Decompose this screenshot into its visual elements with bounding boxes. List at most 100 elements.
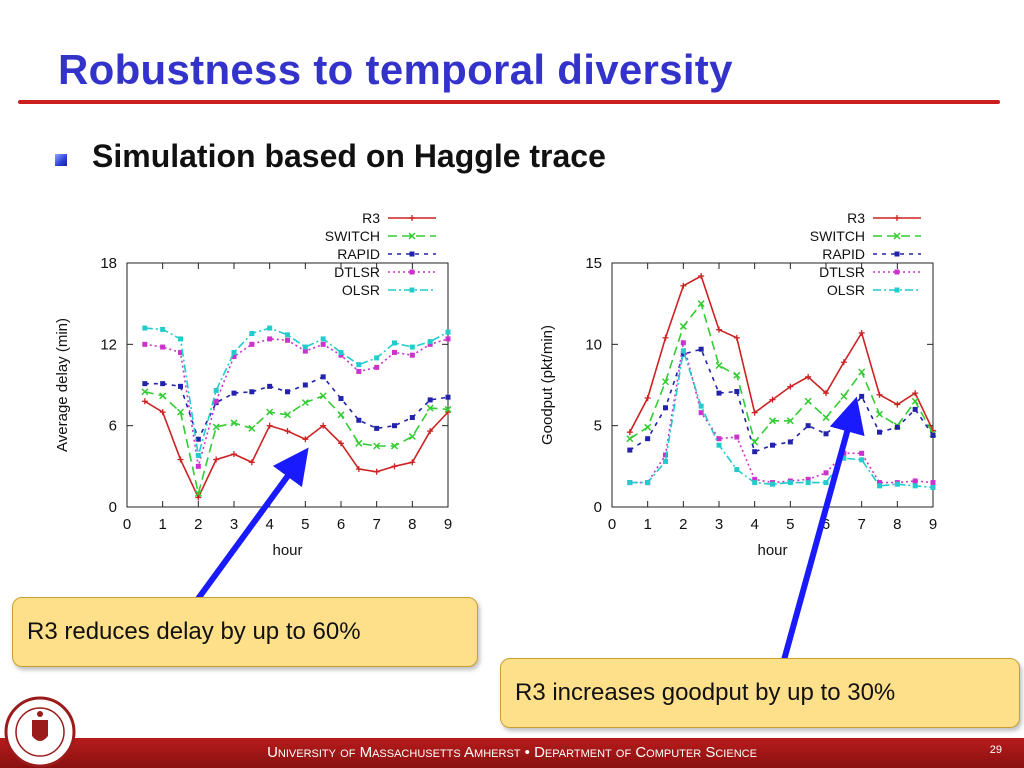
goodput-x-tick-label: 5 xyxy=(786,516,794,533)
goodput-x-tick-label: 0 xyxy=(608,516,616,533)
delay-point-switch xyxy=(337,411,345,419)
footer-bar xyxy=(0,738,1024,768)
goodput-x-axis-label: hour xyxy=(757,542,787,559)
goodput-x-tick-label: 7 xyxy=(857,516,865,533)
delay-legend-label: DTLSR xyxy=(334,264,380,280)
delay-point-r3 xyxy=(231,451,237,458)
goodput-point-r3 xyxy=(787,383,794,390)
goodput-point-r3 xyxy=(894,401,901,408)
delay-point-rapid xyxy=(320,374,326,380)
delay-legend-label: R3 xyxy=(362,210,380,226)
delay-point-dtlsr xyxy=(445,336,451,342)
delay-point-r3 xyxy=(302,436,309,443)
delay-x-tick-label: 8 xyxy=(408,516,416,533)
goodput-x-tick-label: 1 xyxy=(643,516,651,533)
delay-point-rapid xyxy=(160,381,166,387)
goodput-point-dtlsr xyxy=(716,436,722,442)
goodput-point-olsr xyxy=(716,442,722,448)
delay-x-tick-label: 0 xyxy=(123,516,131,533)
delay-point-switch xyxy=(230,419,238,427)
delay-point-switch xyxy=(141,388,149,396)
goodput-chart: 0 1 2 3 4 5 6 7 8 9 0 5 10 15 hour Goodput (pkt/min) R3 S… xyxy=(525,205,955,575)
delay-point-rapid xyxy=(409,415,415,421)
goodput-point-rapid xyxy=(770,442,775,448)
delay-legend-marker xyxy=(409,269,415,275)
delay-point-dtlsr xyxy=(178,349,183,355)
goodput-point-rapid xyxy=(698,346,704,352)
goodput-point-dtlsr xyxy=(912,478,918,484)
delay-x-tick-label: 9 xyxy=(444,516,452,533)
delay-point-olsr xyxy=(445,329,451,335)
goodput-point-dtlsr xyxy=(841,450,847,456)
delay-point-rapid xyxy=(356,417,362,423)
delay-point-r3 xyxy=(373,468,380,475)
delay-point-dtlsr xyxy=(409,352,415,358)
delay-point-olsr xyxy=(285,332,290,338)
delay-point-olsr xyxy=(267,325,273,331)
delay-point-dtlsr xyxy=(302,348,308,354)
delay-series-line-dtlsr xyxy=(144,338,449,467)
delay-legend-label: SWITCH xyxy=(325,228,380,244)
delay-point-rapid xyxy=(285,389,290,395)
delay-point-r3 xyxy=(248,459,255,466)
goodput-point-rapid xyxy=(627,447,633,453)
goodput-x-tick-label: 6 xyxy=(822,516,830,533)
delay-chart: 0 1 2 3 4 5 6 7 8 9 0 6 12 18 hour Average delay (min) R… xyxy=(40,205,470,575)
goodput-point-r3 xyxy=(912,390,919,397)
goodput-point-dtlsr xyxy=(663,452,668,458)
goodput-point-olsr xyxy=(752,480,758,486)
goodput-point-olsr xyxy=(787,480,793,486)
delay-point-olsr xyxy=(409,344,415,350)
delay-point-olsr xyxy=(302,344,308,350)
goodput-point-r3 xyxy=(805,373,812,380)
delay-x-tick-label: 4 xyxy=(265,516,273,533)
goodput-point-olsr xyxy=(930,484,936,490)
goodput-point-olsr xyxy=(680,348,686,354)
goodput-legend-marker xyxy=(894,287,900,293)
callout-goodput-increase: R3 increases goodput by up to 30% xyxy=(500,658,1020,728)
delay-point-rapid xyxy=(374,425,380,431)
delay-point-olsr xyxy=(356,362,362,368)
delay-point-dtlsr xyxy=(249,341,255,347)
delay-point-switch xyxy=(355,439,363,447)
goodput-point-rapid xyxy=(645,436,651,442)
goodput-series-line-switch xyxy=(629,301,934,444)
delay-point-dtlsr xyxy=(213,398,219,404)
goodput-point-r3 xyxy=(716,326,722,333)
goodput-y-tick-label: 15 xyxy=(585,255,602,272)
delay-y-tick-label: 18 xyxy=(100,255,117,272)
goodput-point-switch xyxy=(911,397,919,405)
delay-point-switch xyxy=(248,424,256,432)
university-seal-icon xyxy=(4,696,76,768)
goodput-y-tick-label: 5 xyxy=(594,418,602,435)
delay-point-dtlsr xyxy=(231,354,237,360)
delay-point-olsr xyxy=(178,336,183,342)
delay-point-olsr xyxy=(392,340,397,346)
goodput-point-rapid xyxy=(716,390,722,396)
delay-point-olsr xyxy=(249,330,255,336)
goodput-point-r3 xyxy=(680,282,687,289)
delay-point-r3 xyxy=(284,428,291,435)
goodput-y-tick-label: 10 xyxy=(585,336,602,353)
goodput-legend-marker xyxy=(894,215,900,221)
goodput-plot-frame xyxy=(611,262,934,508)
goodput-point-r3 xyxy=(858,329,865,336)
goodput-point-rapid xyxy=(823,431,829,437)
delay-y-axis-label: Average delay (min) xyxy=(54,318,71,452)
goodput-point-olsr xyxy=(734,467,740,473)
goodput-point-olsr xyxy=(698,403,704,409)
delay-point-rapid xyxy=(231,390,237,396)
delay-point-rapid xyxy=(267,383,273,389)
goodput-point-dtlsr xyxy=(823,470,829,476)
delay-point-olsr xyxy=(213,387,219,393)
delay-point-r3 xyxy=(159,409,166,416)
delay-legend-marker xyxy=(409,287,415,293)
goodput-series-line-r3 xyxy=(629,274,934,433)
goodput-point-switch xyxy=(644,423,652,431)
delay-point-dtlsr xyxy=(285,337,290,343)
goodput-point-dtlsr xyxy=(877,480,882,486)
delay-point-switch xyxy=(373,442,381,450)
goodput-point-r3 xyxy=(698,273,705,280)
goodput-point-dtlsr xyxy=(752,476,758,482)
